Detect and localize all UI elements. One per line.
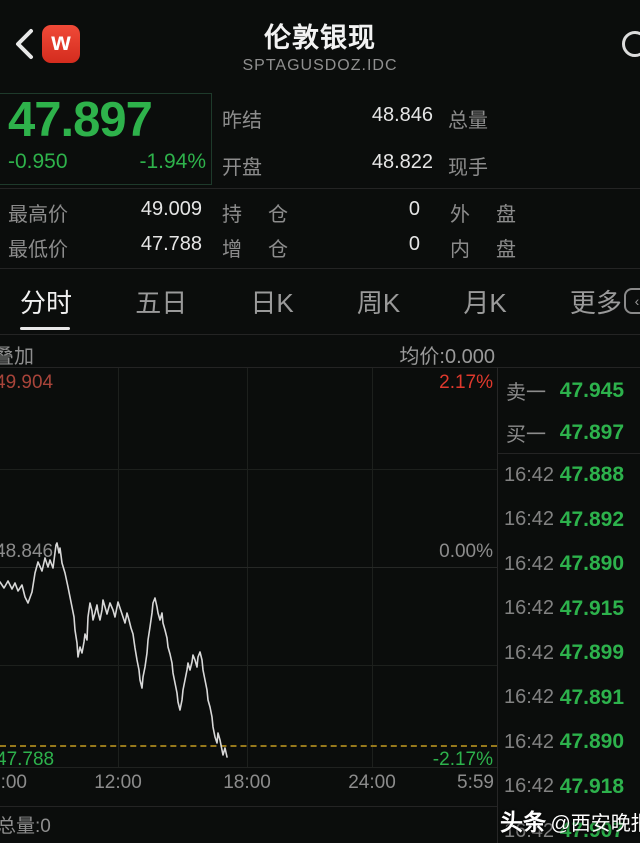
- price-line: [0, 542, 228, 758]
- total-volume-label: 总量: [448, 110, 488, 132]
- tab-intraday[interactable]: 分时: [20, 283, 72, 330]
- tick-price: 47.890: [559, 730, 624, 754]
- tick-time: 16:42: [504, 730, 555, 753]
- prev-settle-value: 48.846: [371, 104, 433, 126]
- ask-label: 卖一: [506, 382, 546, 404]
- low-value: 47.788: [140, 233, 202, 255]
- tick-row: 16:42 47.907: [498, 809, 640, 843]
- tick-row: 16:42 47.918: [498, 765, 640, 810]
- tick-price: 47.891: [559, 685, 624, 709]
- chart-low-price-label: 47.788: [0, 749, 55, 770]
- tab-5day[interactable]: 五日: [135, 287, 188, 318]
- high-label: 最高价: [8, 204, 68, 226]
- tab-settings-icon[interactable]: ‹: [624, 288, 640, 314]
- oic-char-2: 仓: [268, 239, 288, 261]
- oi-char-1: 持: [222, 204, 242, 226]
- tick-time: 16:42: [504, 597, 555, 620]
- back-button[interactable]: [12, 26, 38, 62]
- period-tabs: 分时 五日 日K 周K 月K 更多: [0, 272, 640, 332]
- oi-char-2: 仓: [268, 204, 288, 226]
- chart-high-pct-label: 2.17%: [439, 372, 493, 393]
- tick-row: 16:42 47.890: [498, 542, 640, 587]
- time-tick-1200: 12:00: [94, 772, 142, 793]
- price-change: -0.950: [8, 150, 68, 173]
- tick-time: 16:42: [504, 819, 555, 842]
- oic-char-1: 增: [222, 239, 242, 261]
- avg-price-label: 均价:0.000: [399, 346, 495, 368]
- tab-weekly-k[interactable]: 周K: [356, 287, 401, 318]
- tick-price: 47.907: [559, 819, 624, 843]
- chart-mid-price-label: 48.846: [0, 541, 54, 562]
- inner-char-1: 内: [450, 239, 470, 261]
- outer-char-1: 外: [450, 204, 470, 226]
- page-title: 伦敦银现: [264, 23, 376, 53]
- tick-list[interactable]: 16:42 47.888 16:42 47.892 16:42 47.890 1…: [498, 453, 640, 843]
- tab-more[interactable]: 更多: [569, 287, 622, 318]
- tab-daily-k[interactable]: 日K: [250, 287, 294, 318]
- inner-char-2: 盘: [496, 239, 516, 261]
- time-tick-0559: 5:59: [457, 772, 494, 793]
- tick-time: 16:42: [504, 463, 555, 486]
- tick-price: 47.890: [559, 552, 624, 576]
- last-price: 47.897: [8, 93, 153, 147]
- bid-row: 买一 47.897: [498, 411, 640, 454]
- tick-time: 16:42: [504, 686, 555, 709]
- bid-label: 买一: [506, 424, 546, 446]
- instrument-code: SPTAGUSDOZ.IDC: [242, 57, 398, 74]
- tick-time: 16:42: [504, 508, 555, 531]
- search-icon[interactable]: [622, 31, 640, 57]
- time-tick-2400: 24:00: [348, 772, 396, 793]
- watermark-source: @西安晚报: [550, 813, 640, 835]
- tick-price: 47.888: [559, 463, 624, 487]
- tick-time: 16:42: [504, 641, 555, 664]
- volume-total-label: 总量:0: [0, 816, 51, 837]
- watermark-brand: 头条: [500, 809, 546, 835]
- oi-change-label: 增 仓: [222, 233, 288, 262]
- tick-row: 16:42 47.888: [498, 453, 640, 498]
- tick-row: 16:42 47.892: [498, 498, 640, 543]
- app-logo[interactable]: w: [42, 25, 80, 63]
- price-change-pct: -1.94%: [139, 150, 206, 173]
- bid-price: 47.897: [559, 420, 624, 444]
- high-value: 49.009: [140, 198, 202, 220]
- tick-row: 16:42 47.890: [498, 720, 640, 765]
- chevron-left-icon: [16, 29, 33, 59]
- ask-price: 47.945: [559, 378, 624, 402]
- tick-price: 47.915: [559, 596, 624, 620]
- time-tick-0600: 6:00: [0, 772, 27, 793]
- intraday-chart-canvas[interactable]: [0, 367, 497, 770]
- prev-settle-label: 昨结: [222, 110, 262, 132]
- app-logo-letter: w: [51, 28, 71, 56]
- last-price-box: [0, 93, 212, 185]
- outer-lots-label: 外 盘: [450, 198, 516, 227]
- oi-change-value: 0: [408, 233, 420, 255]
- news-watermark: 头条 @西安晚报: [500, 803, 640, 837]
- inner-lots-label: 内 盘: [450, 233, 516, 262]
- chart-high-price-label: 49.904: [0, 372, 54, 393]
- tick-time: 16:42: [504, 552, 555, 575]
- time-axis: 6:00 12:00 18:00 24:00 5:59: [0, 772, 497, 798]
- tick-price: 47.899: [559, 641, 624, 665]
- tab-monthly-k[interactable]: 月K: [463, 287, 507, 318]
- chart-low-pct-label: -2.17%: [432, 749, 493, 770]
- tick-price: 47.918: [559, 774, 624, 798]
- tick-time: 16:42: [504, 775, 555, 798]
- open-label: 开盘: [222, 157, 262, 179]
- open-value: 48.822: [371, 151, 433, 173]
- tick-row: 16:42 47.915: [498, 587, 640, 632]
- open-interest-value: 0: [408, 198, 420, 220]
- tick-row: 16:42 47.899: [498, 631, 640, 676]
- chart-mid-pct-label: 0.00%: [439, 541, 493, 562]
- outer-char-2: 盘: [496, 204, 516, 226]
- open-interest-label: 持 仓: [222, 198, 288, 227]
- tick-price: 47.892: [559, 507, 624, 531]
- low-label: 最低价: [8, 239, 68, 261]
- overlay-button[interactable]: 叠加: [0, 346, 34, 368]
- ask-row: 卖一 47.945: [498, 369, 640, 412]
- low-dashed-line: [0, 745, 497, 747]
- time-tick-1800: 18:00: [223, 772, 271, 793]
- cur-lot-label: 现手: [448, 157, 488, 179]
- tick-row: 16:42 47.891: [498, 676, 640, 721]
